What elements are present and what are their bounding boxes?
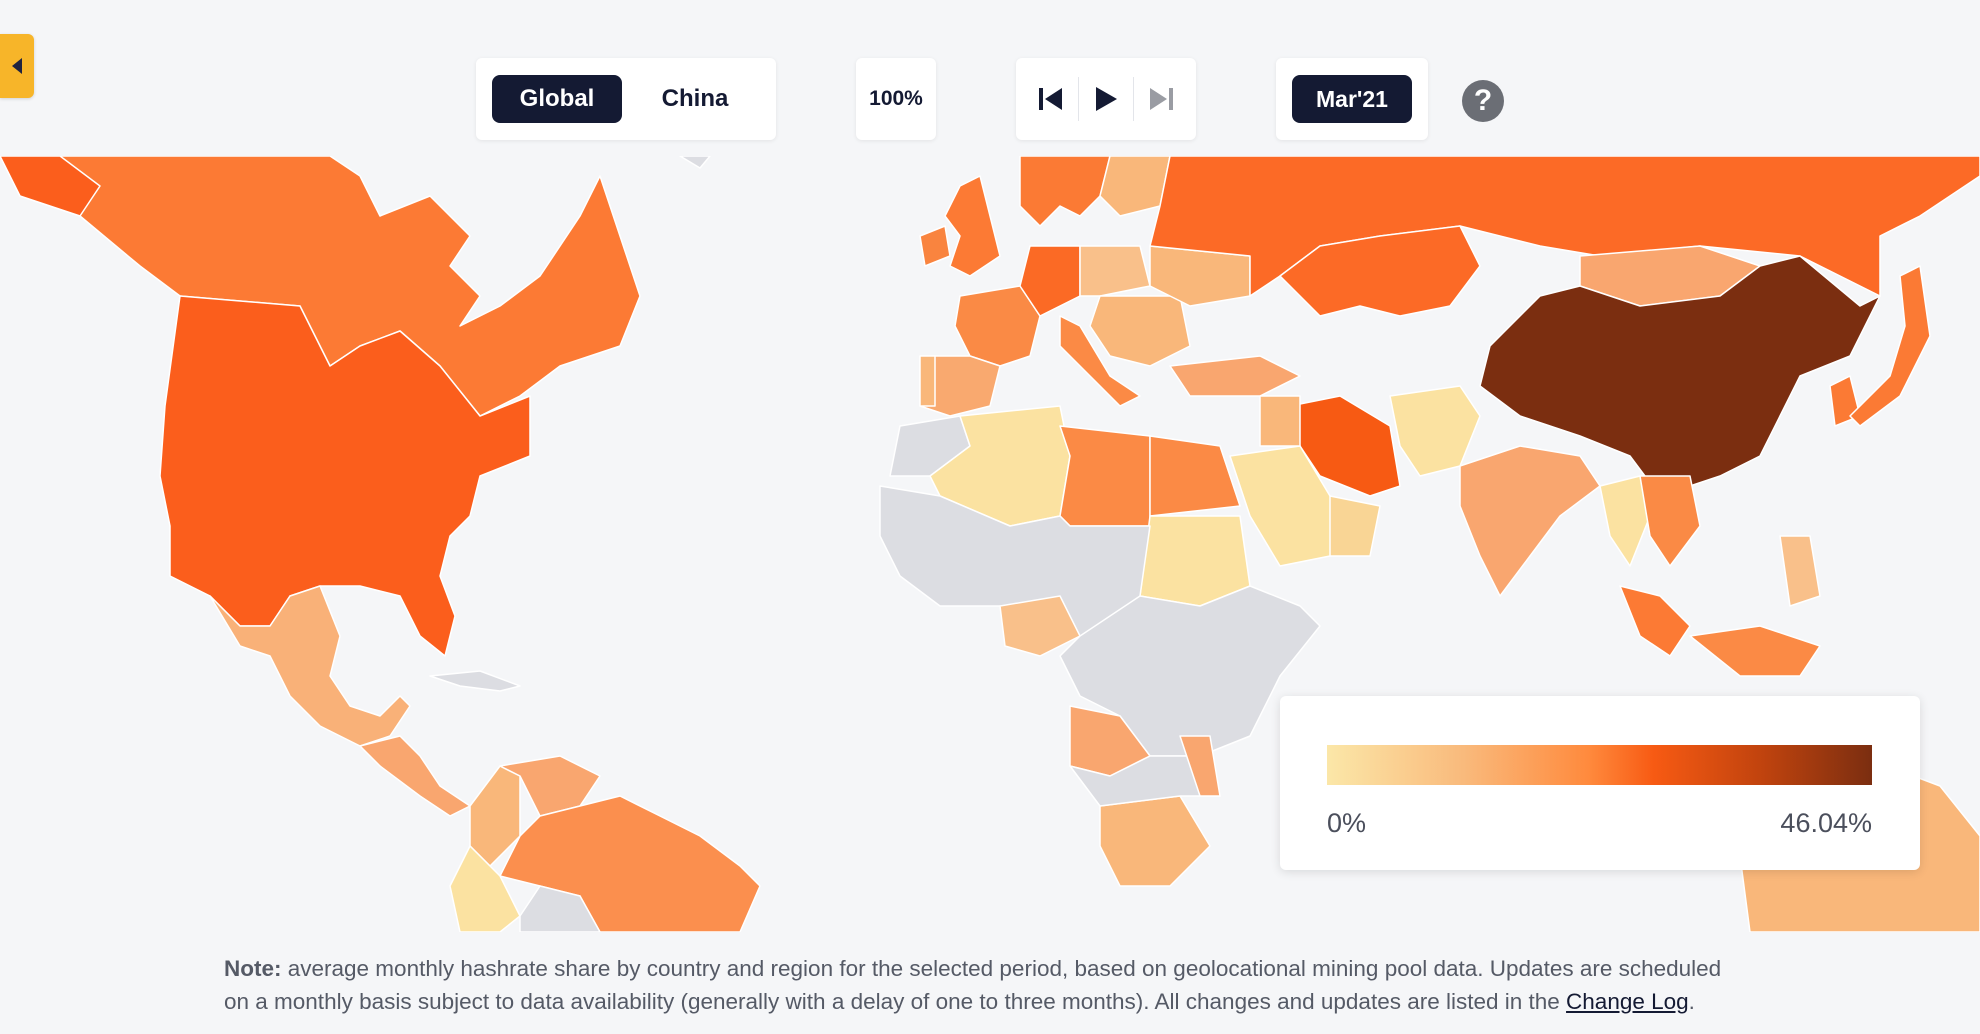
country-usa[interactable] — [159, 295, 531, 657]
country-portugal[interactable] — [919, 355, 936, 407]
month-button[interactable]: Mar'21 — [1292, 75, 1412, 123]
country-kazakhstan[interactable] — [1279, 225, 1481, 317]
country-japan[interactable] — [1849, 265, 1931, 427]
chevron-left-icon — [12, 58, 22, 74]
skip-end-button[interactable] — [1139, 77, 1183, 121]
country-turkey[interactable] — [1169, 355, 1301, 397]
skip-start-icon — [1038, 88, 1062, 110]
country-peru[interactable] — [449, 845, 521, 932]
country-central-africa — [1059, 585, 1321, 757]
playback-controls — [1016, 58, 1196, 140]
country-libya[interactable] — [1059, 425, 1151, 527]
country-egypt[interactable] — [1149, 435, 1241, 517]
month-selector: Mar'21 — [1276, 58, 1428, 140]
region-china-button[interactable]: China — [661, 85, 729, 112]
country-iceland — [679, 156, 711, 169]
country-oman-yemen[interactable] — [1329, 495, 1381, 557]
sidebar-toggle-button[interactable] — [0, 34, 34, 98]
legend-gradient-bar — [1327, 745, 1872, 785]
country-iraq[interactable] — [1259, 395, 1301, 447]
country-cuba — [429, 670, 521, 692]
legend-min-label: 0% — [1327, 808, 1367, 838]
country-poland[interactable] — [1079, 245, 1151, 297]
country-vietnam-laos[interactable] — [1639, 475, 1701, 567]
country-thailand-myanmar[interactable] — [1599, 475, 1651, 567]
country-russia[interactable] — [1149, 156, 1980, 297]
world-map — [0, 156, 1980, 932]
play-icon — [1095, 87, 1117, 111]
country-ireland[interactable] — [919, 225, 951, 267]
country-india[interactable] — [1459, 445, 1601, 597]
note-end: . — [1688, 989, 1695, 1014]
country-uk[interactable] — [944, 175, 1001, 277]
legend-max-label: 46.04% — [1780, 808, 1872, 838]
country-indonesia[interactable] — [1689, 625, 1821, 677]
color-legend: 0% 46.04% — [1280, 696, 1920, 870]
skip-end-icon — [1150, 88, 1174, 110]
country-italy[interactable] — [1059, 315, 1141, 407]
divider — [1077, 77, 1079, 121]
help-icon[interactable]: ? — [1462, 80, 1504, 122]
region-global-button[interactable]: Global — [492, 75, 622, 123]
note-text: average monthly hashrate share by countr… — [224, 956, 1722, 1014]
country-china[interactable] — [1479, 255, 1881, 497]
play-button[interactable] — [1084, 77, 1128, 121]
country-mexico[interactable] — [209, 585, 411, 747]
divider — [1133, 77, 1135, 121]
footnote: Note: average monthly hashrate share by … — [224, 952, 1724, 1018]
zoom-level[interactable]: 100% — [856, 58, 936, 140]
country-bolivia — [519, 885, 601, 932]
country-south-africa[interactable] — [1099, 795, 1211, 887]
country-norway-sweden[interactable] — [1019, 156, 1111, 227]
country-nigeria[interactable] — [999, 595, 1081, 657]
change-log-link[interactable]: Change Log — [1566, 989, 1689, 1014]
skip-start-button[interactable] — [1029, 77, 1073, 121]
country-mozambique[interactable] — [1179, 735, 1221, 797]
country-central-america[interactable] — [359, 735, 471, 817]
note-label: Note: — [224, 956, 282, 981]
region-toggle: Global China — [476, 58, 776, 140]
country-afghanistan-pakistan[interactable] — [1389, 385, 1481, 477]
country-philippines[interactable] — [1779, 535, 1821, 607]
country-germany[interactable] — [1019, 245, 1081, 317]
country-balkans[interactable] — [1089, 295, 1191, 367]
country-finland[interactable] — [1099, 156, 1171, 217]
country-malaysia[interactable] — [1619, 585, 1691, 657]
country-alaska[interactable] — [0, 156, 101, 217]
